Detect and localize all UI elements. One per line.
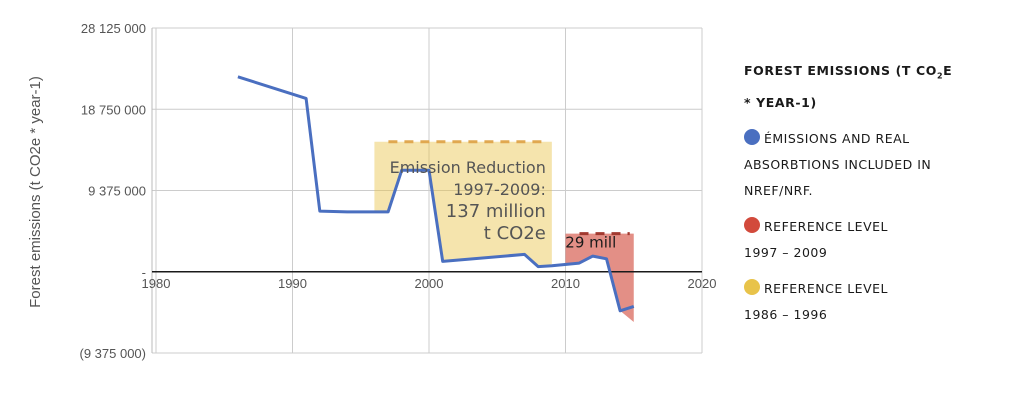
x-tick-label: 1980 <box>142 276 171 291</box>
legend-title: FOREST EMISSIONS (T CO2E * YEAR-1) <box>744 58 1004 116</box>
reduction-29-mill-annotation: 29 mill <box>565 233 616 251</box>
legend-item-label: 1986 – 1996 <box>744 306 828 322</box>
y-tick-label: (9 375 000) <box>80 346 147 361</box>
x-tick-label: 2010 <box>551 276 580 291</box>
legend-title-part1: FOREST EMISSIONS (T CO <box>744 63 937 78</box>
legend-item-label: REFERENCE LEVEL <box>764 280 888 296</box>
red-dot-icon <box>744 216 760 233</box>
reference-area <box>374 141 552 267</box>
reference-areas <box>374 140 634 323</box>
annotation-line: 1997-2009: <box>453 180 546 199</box>
legend-item-label: NREF/NRF. <box>744 182 814 198</box>
x-tick-label: 1990 <box>278 276 307 291</box>
y-tick-label: 9 375 000 <box>88 184 146 199</box>
annotation-line: 137 million <box>446 201 546 222</box>
annotation-line: t CO2e <box>484 223 546 244</box>
annotation-line: Emission Reduction <box>390 158 546 177</box>
y-tick-label: 28 125 000 <box>81 21 146 36</box>
tick-labels: 28 125 000 18 750 000 9 375 000 - (9 375 000… <box>80 21 717 361</box>
yellow-dot-icon <box>744 278 760 295</box>
x-tick-label: 2020 <box>688 276 717 291</box>
legend-item-emissions: ÉMISSIONS AND REAL ABSORBTIONS INCLUDED … <box>744 126 1004 204</box>
x-tick-label: 2000 <box>415 276 444 291</box>
emission-reduction-annotation: Emission Reduction 1997-2009: 137 million t… <box>390 158 546 244</box>
reference-area <box>565 233 634 323</box>
legend-item-label: 1997 – 2009 <box>744 244 828 260</box>
y-tick-label: - <box>142 265 146 280</box>
grid <box>152 27 703 354</box>
emissions-series-line <box>237 75 635 313</box>
annotations: Emission Reduction 1997-2009: 137 million t… <box>390 158 617 252</box>
legend-title-line2: * YEAR-1) <box>744 94 817 110</box>
legend-item-label: ÉMISSIONS AND REAL <box>764 130 910 146</box>
legend-title-subscript: 2 <box>936 71 944 81</box>
legend-item-label: ABSORBTIONS INCLUDED IN <box>744 156 932 172</box>
y-axis-label: Forest emissions (t CO2e * year-1) <box>27 76 44 308</box>
legend: FOREST EMISSIONS (T CO2E * YEAR-1) ÉMISS… <box>744 58 1004 328</box>
legend-item-reference-1986-1996: REFERENCE LEVEL 1986 – 1996 <box>744 276 1004 328</box>
legend-title-part2: E <box>943 63 953 78</box>
legend-item-label: REFERENCE LEVEL <box>764 218 888 234</box>
legend-item-reference-1997-2009: REFERENCE LEVEL 1997 – 2009 <box>744 214 1004 266</box>
y-tick-label: 18 750 000 <box>81 102 146 117</box>
series <box>237 75 635 313</box>
blue-dot-icon <box>744 128 760 145</box>
